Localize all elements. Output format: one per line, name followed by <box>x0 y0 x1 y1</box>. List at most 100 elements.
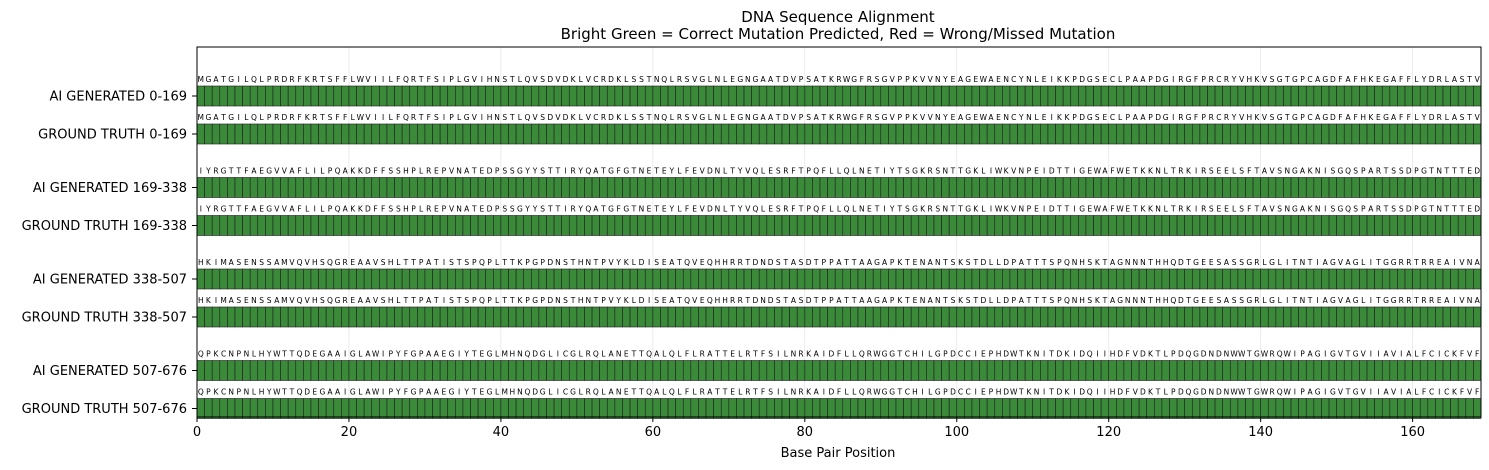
base-pair-bar <box>227 268 236 290</box>
base-pair-bar <box>257 215 266 236</box>
sequence-letter: D <box>304 350 310 359</box>
base-pair-bar <box>1419 398 1429 419</box>
base-pair-bar <box>1093 85 1102 107</box>
sequence-letter: N <box>1019 205 1025 214</box>
sequence-letter: R <box>867 75 872 84</box>
base-pair-bar <box>1191 268 1201 290</box>
base-pair-bar <box>1131 268 1140 290</box>
base-pair-bar <box>1009 360 1018 381</box>
base-pair-bar <box>447 306 456 328</box>
sequence-letter: G <box>1353 388 1359 397</box>
sequence-letter: S <box>328 75 333 84</box>
base-pair-bar <box>1047 398 1056 419</box>
base-pair-bar <box>1366 398 1375 419</box>
base-pair-bar <box>287 398 297 419</box>
sequence-letter: L <box>1414 113 1419 122</box>
sequence-letter: G <box>335 258 341 267</box>
base-pair-bar <box>401 268 411 290</box>
sequence-letter: V <box>1475 75 1481 84</box>
base-pair-bar <box>196 268 205 290</box>
sequence-letter: E <box>312 350 317 359</box>
sequence-letter: V <box>692 75 698 84</box>
base-pair-bar <box>1062 306 1072 328</box>
base-pair-bar <box>1290 177 1299 198</box>
base-pair-bar <box>652 268 661 290</box>
sequence-letter: S <box>685 113 690 122</box>
sequence-letter: N <box>1224 350 1230 359</box>
sequence-letter: G <box>1383 258 1389 267</box>
base-pair-bar <box>827 123 836 145</box>
sequence-letter: V <box>890 75 896 84</box>
sequence-letter: S <box>966 296 971 305</box>
sequence-letter: D <box>1140 388 1146 397</box>
base-pair-bar <box>455 215 464 236</box>
sequence-letter: N <box>859 167 865 176</box>
sequence-letter: Q <box>525 113 531 122</box>
base-pair-bar <box>257 398 266 419</box>
sequence-letter: A <box>609 350 615 359</box>
base-pair-bar <box>432 85 441 107</box>
sequence-letter: T <box>798 205 804 214</box>
sequence-letter: G <box>1292 205 1298 214</box>
sequence-letter: I <box>1043 350 1045 359</box>
sequence-letter: T <box>1307 258 1313 267</box>
base-pair-bar <box>964 215 973 236</box>
base-pair-bar <box>401 306 411 328</box>
base-pair-bar <box>599 177 608 198</box>
sequence-letter: E <box>1467 167 1472 176</box>
sequence-letter: C <box>563 350 568 359</box>
base-pair-bar <box>812 268 821 290</box>
sequence-letter: C <box>1216 75 1221 84</box>
sequence-letter: L <box>1445 75 1450 84</box>
sequence-letter: G <box>1193 296 1199 305</box>
base-pair-bar <box>371 215 380 236</box>
base-pair-bar <box>781 215 790 236</box>
base-pair-bar <box>417 177 426 198</box>
sequence-letter: D <box>365 167 371 176</box>
sequence-letter: Q <box>198 388 204 397</box>
sequence-letter: L <box>837 167 842 176</box>
sequence-letter: P <box>1057 296 1062 305</box>
sequence-letter: G <box>1163 75 1169 84</box>
base-pair-bar <box>842 123 851 145</box>
sequence-letter: T <box>220 113 226 122</box>
sequence-letter: P <box>1148 113 1153 122</box>
base-pair-bar <box>629 123 638 145</box>
sequence-letter: L <box>829 205 834 214</box>
sequence-letter: T <box>1170 205 1176 214</box>
base-pair-bar <box>211 177 221 198</box>
sequence-letter: F <box>1126 350 1130 359</box>
sequence-letter: Y <box>615 258 621 267</box>
sequence-letter: I <box>564 205 566 214</box>
sequence-letter: I <box>1043 388 1045 397</box>
sequence-letter: N <box>935 75 941 84</box>
base-pair-bar <box>1252 306 1261 328</box>
sequence-letter: D <box>980 258 986 267</box>
sequence-letter: N <box>517 388 523 397</box>
sequence-letter: N <box>715 75 721 84</box>
sequence-letter: I <box>557 388 559 397</box>
sequence-letter: H <box>388 296 394 305</box>
sequence-letter: L <box>1414 75 1419 84</box>
sequence-letter: Q <box>813 205 819 214</box>
base-pair-bar <box>1154 398 1163 419</box>
sequence-letter: R <box>1269 350 1274 359</box>
sequence-letter: F <box>1353 75 1357 84</box>
sequence-letter: E <box>951 75 956 84</box>
sequence-letter: A <box>882 296 888 305</box>
sequence-letter: R <box>343 296 348 305</box>
base-pair-bar <box>470 215 479 236</box>
base-pair-bar <box>1123 123 1132 145</box>
base-pair-bar <box>606 177 616 198</box>
sequence-letter: D <box>1429 113 1435 122</box>
sequence-letter: R <box>570 205 575 214</box>
sequence-letter: K <box>1148 205 1154 214</box>
base-pair-bar <box>675 123 684 145</box>
base-pair-bar <box>530 268 540 290</box>
sequence-letter: H <box>722 258 728 267</box>
sequence-letter: G <box>882 388 888 397</box>
sequence-letter: D <box>487 205 493 214</box>
base-pair-bar <box>417 85 426 107</box>
base-pair-bar <box>1024 215 1034 236</box>
sequence-letter: N <box>791 388 797 397</box>
